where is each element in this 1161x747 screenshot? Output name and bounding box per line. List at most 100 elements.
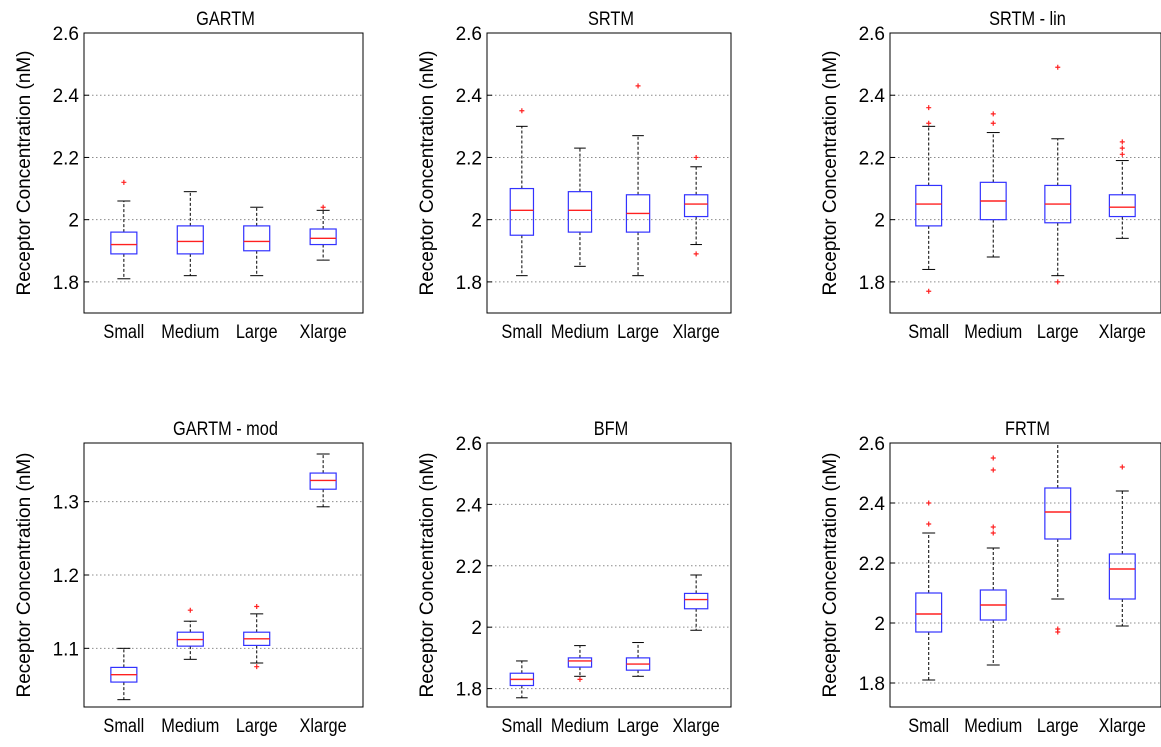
x-tick-label: Large: [617, 715, 659, 736]
y-tick-label: 1.8: [53, 273, 79, 294]
y-tick-label: 2.6: [859, 434, 885, 455]
x-tick-label: Small: [103, 321, 144, 342]
chart-title: FRTM: [1005, 418, 1050, 439]
outlier-marker: [693, 154, 699, 160]
outlier-marker: [926, 500, 932, 506]
x-tick-label: Medium: [964, 321, 1022, 342]
box-iqr: [567, 657, 593, 668]
outlier-marker: [926, 521, 932, 527]
outlier-marker: [990, 524, 996, 530]
y-tick-label: 2.2: [859, 554, 885, 575]
x-tick-label: Large: [1037, 321, 1079, 342]
x-tick-label: Large: [236, 321, 278, 342]
y-tick-label: 2.4: [859, 86, 886, 107]
box-iqr: [509, 187, 535, 236]
axes-frame: [889, 442, 1161, 708]
y-tick-label: 1.8: [859, 273, 885, 294]
y-tick-label: 2: [68, 211, 79, 232]
x-tick-label: Xlarge: [1099, 715, 1146, 736]
y-tick-label: 1.8: [456, 273, 482, 294]
chart-title: SRTM: [588, 8, 634, 29]
y-axis-label: Receptor Concentration (nM): [14, 453, 35, 698]
y-axis-label: Receptor Concentration (nM): [820, 51, 841, 296]
y-tick-label: 2: [471, 211, 482, 232]
y-tick-label: 2.6: [456, 24, 482, 45]
outlier-marker: [1119, 151, 1125, 157]
outlier-marker: [990, 455, 996, 461]
outlier-marker: [1119, 145, 1125, 151]
chart-title: GARTM: [196, 8, 255, 29]
y-tick-label: 2.4: [456, 495, 483, 516]
chart-panel-6: 1.8 2 2.2 2.4 2.6 Small Medium Large Xlarge FRTM R…: [820, 418, 1161, 736]
box-iqr: [309, 228, 337, 246]
outlier-marker: [1119, 139, 1125, 145]
x-tick-label: Medium: [964, 715, 1022, 736]
x-tick-label: Large: [1037, 715, 1079, 736]
x-tick-label: Small: [103, 715, 144, 736]
y-tick-label: 2.6: [456, 434, 482, 455]
x-tick-label: Xlarge: [1099, 321, 1146, 342]
y-axis-label: Receptor Concentration (nM): [14, 51, 35, 296]
box-iqr: [567, 191, 593, 233]
y-tick-label: 1.2: [53, 566, 79, 587]
y-tick-label: 1.3: [53, 493, 79, 514]
outlier-marker: [693, 251, 699, 257]
outlier-marker: [320, 204, 326, 210]
axes-frame: [83, 32, 364, 314]
outlier-marker: [1055, 279, 1061, 285]
x-tick-label: Xlarge: [300, 715, 347, 736]
chart-panel-4: 1.1 1.2 1.3 Small Medium Large Xlarge GARTM - m…: [14, 418, 364, 736]
chart-title: SRTM - lin: [989, 8, 1066, 29]
chart-panel-3: 1.8 2 2.2 2.4 2.6 Small Medium Large Xlarge SRTM …: [820, 8, 1161, 342]
x-tick-label: Xlarge: [300, 321, 347, 342]
y-tick-label: 2.2: [53, 148, 79, 169]
y-tick-label: 2.6: [859, 24, 885, 45]
x-tick-label: Medium: [161, 715, 219, 736]
chart-title: GARTM - mod: [173, 418, 278, 439]
y-tick-label: 2: [471, 618, 482, 639]
y-tick-label: 2: [874, 614, 885, 635]
x-tick-label: Medium: [551, 715, 609, 736]
axes-frame: [486, 442, 732, 708]
y-tick-label: 2.2: [859, 148, 885, 169]
box-iqr: [683, 592, 709, 610]
x-tick-label: Large: [236, 715, 278, 736]
outlier-marker: [1055, 629, 1061, 635]
x-tick-label: Xlarge: [673, 715, 720, 736]
y-tick-label: 2.4: [456, 86, 483, 107]
outlier-marker: [519, 108, 525, 114]
y-tick-label: 1.8: [456, 680, 482, 701]
x-tick-label: Large: [617, 321, 659, 342]
y-tick-label: 2.2: [456, 557, 482, 578]
outlier-marker: [990, 467, 996, 473]
box-iqr: [309, 472, 337, 490]
outlier-marker: [990, 111, 996, 117]
axes-frame: [889, 32, 1161, 314]
chart-title: BFM: [594, 418, 628, 439]
box-iqr: [1044, 487, 1072, 540]
y-axis-label: Receptor Concentration (nM): [820, 453, 841, 698]
x-tick-label: Small: [908, 321, 949, 342]
outlier-marker: [926, 105, 932, 111]
box-iqr: [1108, 194, 1136, 218]
y-tick-label: 2.2: [456, 148, 482, 169]
outlier-marker: [187, 607, 193, 613]
box-iqr: [110, 231, 138, 255]
box-iqr: [243, 225, 271, 252]
chart-panel-5: 1.8 2 2.2 2.4 2.6 Small Medium Large Xlarge BFM Re…: [417, 418, 732, 736]
box-iqr: [176, 225, 204, 255]
outlier-marker: [990, 530, 996, 536]
x-tick-label: Xlarge: [673, 321, 720, 342]
x-tick-label: Medium: [551, 321, 609, 342]
y-axis-label: Receptor Concentration (nM): [417, 453, 438, 698]
y-tick-label: 1.1: [53, 639, 79, 660]
x-tick-label: Small: [501, 321, 542, 342]
y-tick-label: 2.4: [53, 86, 80, 107]
chart-panel-1: 1.8 2 2.2 2.4 2.6 Small Medium Large Xlarge GARTM…: [14, 8, 364, 342]
box-iqr: [683, 194, 709, 218]
x-tick-label: Small: [908, 715, 949, 736]
y-tick-label: 2: [874, 211, 885, 232]
y-tick-label: 2.4: [859, 494, 886, 515]
chart-panel-2: 1.8 2 2.2 2.4 2.6 Small Medium Large Xlarge SRTM R…: [417, 8, 732, 342]
